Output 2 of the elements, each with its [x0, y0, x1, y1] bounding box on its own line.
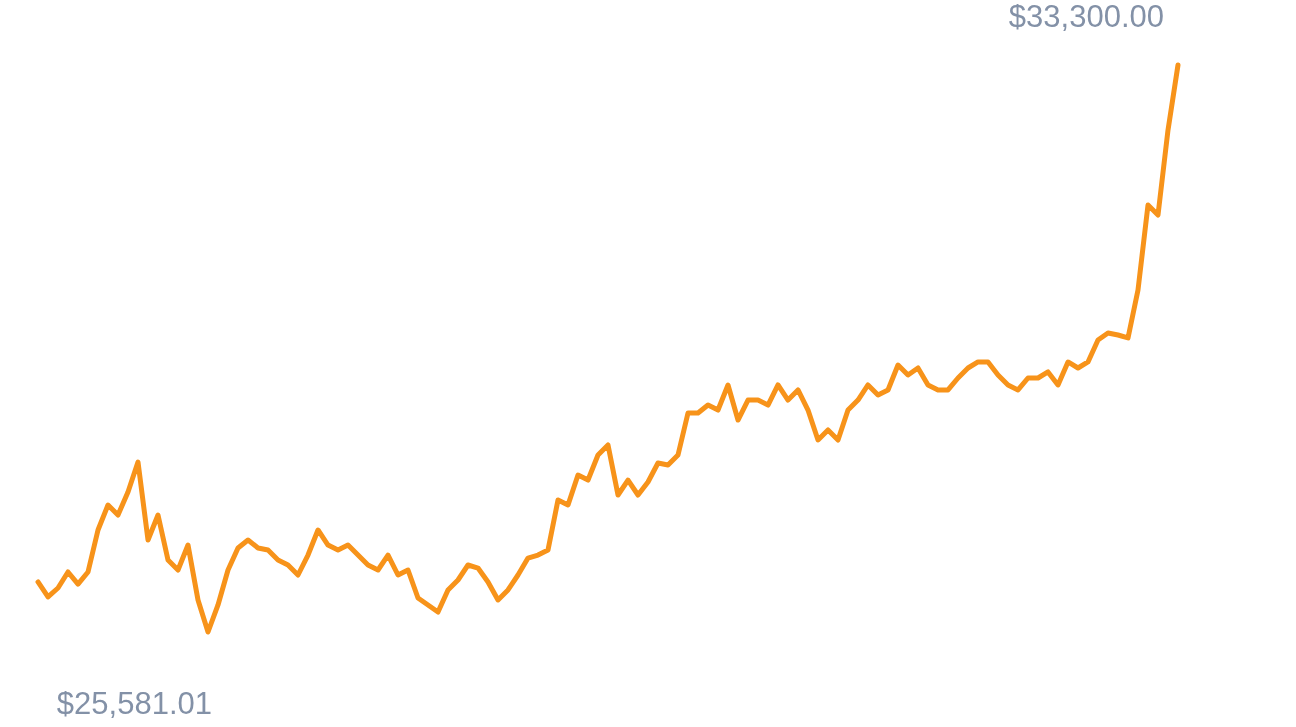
data-label: $33,300.00 [1008, 0, 1164, 34]
data-label: $25,581.01 [56, 686, 212, 721]
